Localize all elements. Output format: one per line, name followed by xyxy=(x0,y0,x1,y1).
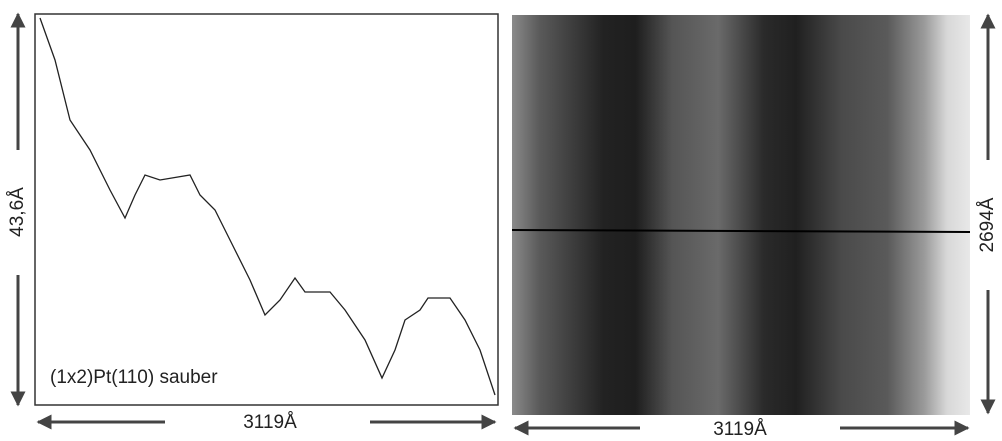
caption: (1x2)Pt(110) sauber xyxy=(50,367,218,388)
stm-image xyxy=(512,15,970,415)
height-profile xyxy=(39,17,496,396)
profile-width-label: 3119Å xyxy=(243,412,297,433)
scan-line xyxy=(511,229,971,233)
profile-height-label: 43,6Å xyxy=(7,187,28,237)
profile-frame xyxy=(34,13,499,406)
image-width-label: 3119Å xyxy=(713,419,767,440)
image-height-label: 2694Å xyxy=(977,197,998,252)
